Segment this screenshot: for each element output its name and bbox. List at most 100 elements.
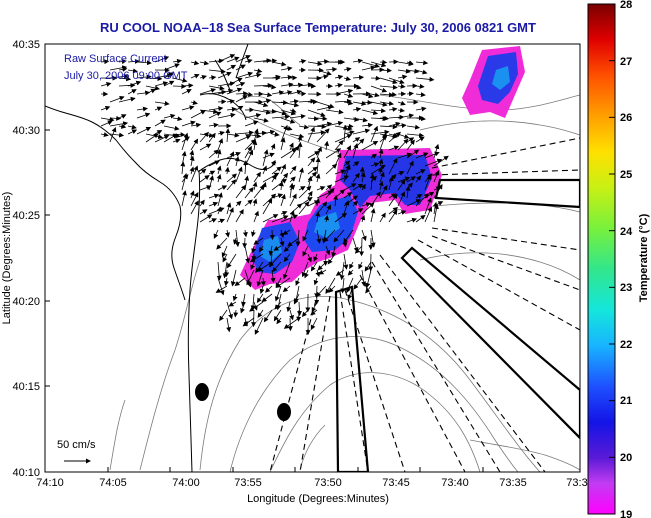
current-vector <box>361 269 367 287</box>
current-vector <box>286 301 292 313</box>
current-vector <box>334 169 346 175</box>
current-vector <box>276 317 282 325</box>
current-vector <box>226 87 243 95</box>
colorbar-tick-label: 28 <box>620 0 632 11</box>
station-marker <box>195 383 209 401</box>
current-vector <box>145 85 160 91</box>
current-vector <box>415 116 426 122</box>
station-markers <box>195 383 291 421</box>
current-vector <box>262 108 277 114</box>
current-vector <box>324 140 330 151</box>
y-tick-label: 40:20 <box>12 296 40 308</box>
current-vector <box>315 157 321 175</box>
sst-patch-cyan-west <box>260 236 282 262</box>
x-tick-label: 73:50 <box>314 477 342 489</box>
current-vector <box>226 64 237 71</box>
current-vector <box>365 269 372 289</box>
current-vector <box>379 212 386 223</box>
current-vector <box>190 165 199 183</box>
current-vector <box>136 106 148 112</box>
current-vector <box>361 183 366 191</box>
current-vector <box>216 206 222 215</box>
current-vector <box>415 76 435 82</box>
current-vector <box>388 193 398 207</box>
current-vector <box>307 166 318 175</box>
current-vector <box>406 132 425 138</box>
current-vector <box>283 317 300 329</box>
current-vector <box>244 245 251 264</box>
current-vector <box>361 109 379 116</box>
current-vector <box>216 261 222 281</box>
current-vector <box>208 122 219 128</box>
current-vector <box>388 121 401 127</box>
current-vector <box>235 166 243 183</box>
current-vector <box>190 200 199 215</box>
current-vector <box>334 88 354 95</box>
current-vector <box>301 309 309 318</box>
current-vector <box>369 173 375 191</box>
current-vector <box>262 152 275 159</box>
current-vector <box>415 69 428 75</box>
current-vector <box>268 253 282 268</box>
current-vector <box>343 160 351 167</box>
current-vector <box>360 171 366 183</box>
current-vector <box>163 133 178 143</box>
current-vector <box>295 229 301 247</box>
current-vector <box>127 129 138 135</box>
current-vector <box>226 173 237 183</box>
current-vector <box>343 253 349 270</box>
current-vector <box>217 277 225 296</box>
current-vector <box>370 129 390 135</box>
current-vector <box>262 84 277 90</box>
y-tick-label: 40:25 <box>12 210 40 222</box>
current-vector <box>289 165 297 175</box>
current-vector <box>270 159 276 167</box>
current-vector <box>235 81 246 87</box>
current-vector <box>325 66 338 72</box>
current-vector <box>315 173 321 183</box>
current-vector <box>253 171 261 183</box>
current-vector <box>358 261 363 270</box>
current-vector <box>136 90 151 96</box>
current-vector <box>280 193 286 207</box>
current-vector <box>352 75 365 81</box>
current-vector <box>127 89 137 95</box>
current-vector <box>217 218 226 224</box>
current-vector <box>302 245 309 257</box>
current-vector <box>190 60 200 66</box>
current-vector <box>199 175 210 183</box>
x-tick-label: 74:10 <box>36 477 64 489</box>
current-vector <box>289 309 294 321</box>
current-vector <box>307 61 323 67</box>
current-vector <box>251 245 257 254</box>
current-vector <box>317 261 327 271</box>
current-vector <box>118 96 136 103</box>
current-vector <box>189 166 195 175</box>
current-vector <box>280 117 296 124</box>
y-tick-label: 40:30 <box>12 125 40 137</box>
current-vector <box>273 309 282 322</box>
current-vector <box>252 198 258 207</box>
current-vector <box>199 209 208 215</box>
current-vector <box>136 74 152 80</box>
current-vector <box>352 58 364 64</box>
current-vector <box>311 301 318 313</box>
current-vector <box>433 203 439 223</box>
current-vector <box>343 66 352 72</box>
current-vector <box>109 95 125 103</box>
current-vector <box>100 132 109 138</box>
current-vector <box>347 269 354 276</box>
colorbar-tick-label: 21 <box>620 395 632 407</box>
current-vector <box>370 153 378 159</box>
current-vector <box>145 76 163 82</box>
map-panel: Raw Surface Current July 30, 2006 09:00 … <box>45 44 580 472</box>
current-vector <box>333 194 339 207</box>
current-vector <box>233 309 239 318</box>
current-vector <box>289 113 306 119</box>
current-vector <box>289 108 297 114</box>
current-vector <box>208 175 215 191</box>
current-vector <box>280 74 293 80</box>
current-vector <box>325 184 333 191</box>
current-vector <box>378 180 384 191</box>
current-vector <box>271 215 289 223</box>
